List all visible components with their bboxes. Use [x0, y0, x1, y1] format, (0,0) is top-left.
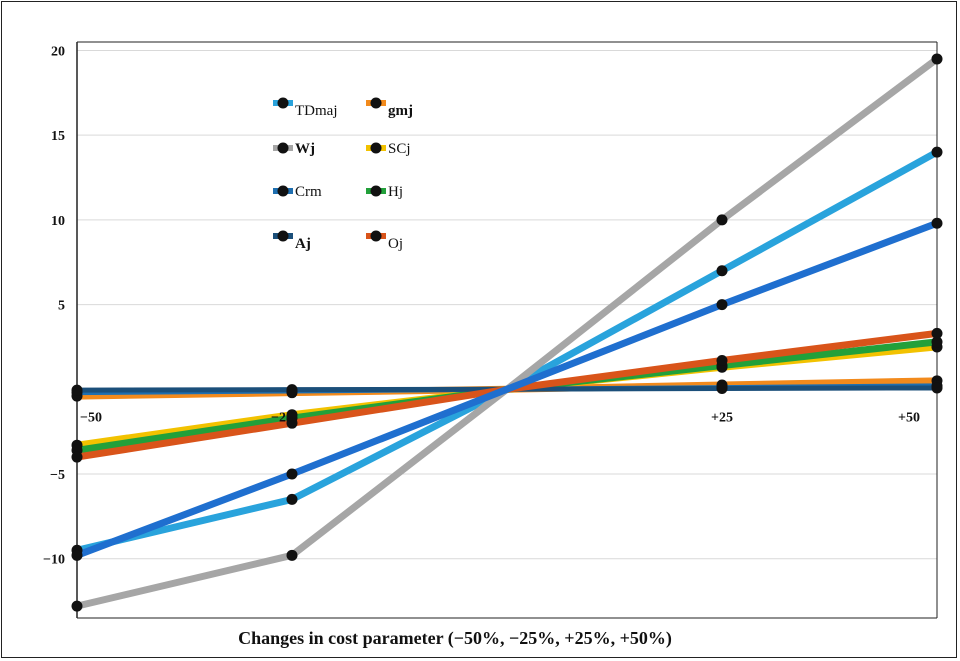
data-point-Aj [71, 384, 83, 396]
legend-label-Oj: Oj [388, 236, 403, 252]
x-tick-label: −25 [271, 410, 293, 425]
legend-label-Aj: Aj [295, 236, 311, 252]
series-points [71, 53, 943, 612]
series-lines [75, 56, 940, 610]
legend-label-gmj: gmj [388, 103, 413, 119]
series-line-unlabeled [75, 219, 939, 559]
legend-marker-Wj [277, 142, 289, 154]
data-point-TDmaj [716, 265, 728, 277]
legend-marker-SCj [370, 142, 382, 154]
data-point-Aj [716, 382, 728, 394]
legend-label-TDmaj: TDmaj [295, 103, 338, 119]
legend-marker-Crm [277, 185, 289, 197]
data-point-Oj [286, 417, 298, 429]
gridlines [77, 49, 937, 560]
data-point-TDmaj [286, 493, 298, 505]
data-point-Hj [931, 336, 943, 348]
data-point-unlabeled [931, 217, 943, 229]
legend: TDmaj gmj Wj SCj Crm Hj Aj Oj [273, 97, 413, 252]
tick-labels: 20 15 10 5 −5 −10 −50 −25 +25 +50 [43, 44, 920, 567]
y-tick-label: 10 [51, 214, 65, 229]
data-point-unlabeled [716, 299, 728, 311]
legend-marker-Hj [370, 185, 382, 197]
y-tick-label: −5 [50, 468, 65, 483]
legend-marker-Oj [370, 230, 382, 242]
data-point-Wj [286, 549, 298, 561]
data-point-Wj [71, 600, 83, 612]
legend-marker-TDmaj [277, 97, 289, 109]
data-point-Wj [716, 214, 728, 226]
y-tick-label: 15 [51, 129, 65, 144]
data-point-unlabeled [71, 549, 83, 561]
data-point-unlabeled [286, 468, 298, 480]
y-tick-label: 20 [51, 44, 65, 59]
x-tick-label: +25 [711, 410, 733, 425]
y-tick-label: 5 [58, 299, 65, 314]
x-tick-label: −50 [80, 410, 102, 425]
data-point-Wj [931, 53, 943, 65]
data-point-Oj [931, 327, 943, 339]
legend-label-SCj: SCj [388, 141, 411, 157]
data-point-Aj [931, 382, 943, 394]
legend-label-Crm: Crm [295, 184, 322, 200]
data-point-Oj [716, 354, 728, 366]
legend-marker-gmj [370, 97, 382, 109]
y-tick-label: −10 [43, 553, 65, 568]
data-point-Aj [286, 384, 298, 396]
series-line-Wj [76, 56, 940, 610]
x-axis-label: Changes in cost parameter (−50%, −25%, +… [238, 628, 672, 649]
legend-marker-Aj [277, 230, 289, 242]
data-point-TDmaj [931, 146, 943, 158]
data-point-Oj [71, 451, 83, 463]
legend-label-Hj: Hj [388, 184, 403, 200]
axes [76, 41, 938, 619]
legend-label-Wj: Wj [295, 141, 315, 157]
x-tick-label: +50 [898, 410, 920, 425]
